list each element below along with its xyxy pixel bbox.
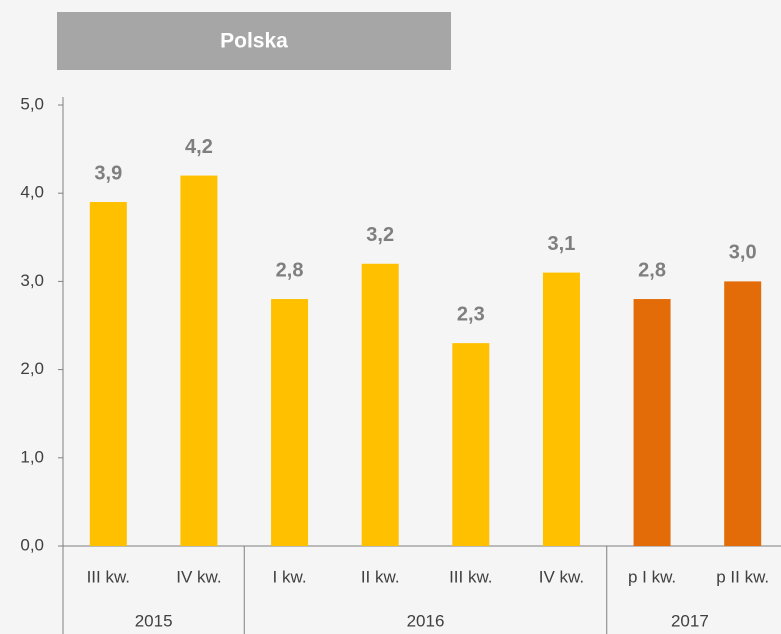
value-label: 2,8 [276,259,304,281]
value-label: 4,2 [185,136,213,158]
x-tick-label: I kw. [273,567,307,586]
value-label: 2,8 [638,259,666,281]
y-tick-label: 3,0 [20,271,44,290]
bar [452,343,489,546]
y-tick-label: 5,0 [20,94,44,113]
x-tick-label: III kw. [449,567,492,586]
chart: Polska 0,0 1,0 2,0 3,0 4,0 5,0 III kw. 3,9 IV kw… [0,0,781,634]
bar [362,264,399,546]
x-tick-label: IV kw. [539,567,584,586]
group-label: 2016 [407,611,445,630]
group-label: 2017 [671,611,709,630]
x-tick-label: IV kw. [176,567,221,586]
y-tick-label: 1,0 [20,447,44,466]
x-tick-label: III kw. [87,567,130,586]
x-tick-label: p I kw. [628,567,676,586]
bar [543,273,580,546]
bar [271,299,308,546]
value-label: 3,1 [548,233,576,255]
value-label: 3,0 [729,242,757,264]
value-label: 3,2 [366,224,394,246]
value-label: 2,3 [457,303,485,325]
x-tick-label: II kw. [361,567,400,586]
value-label: 3,9 [94,162,122,184]
bar [90,202,127,546]
y-tick-label: 2,0 [20,359,44,378]
y-tick-label: 4,0 [20,183,44,202]
bar [634,299,671,546]
y-tick-label: 0,0 [20,535,44,554]
bar [724,281,761,546]
bar [180,176,217,546]
x-tick-label: p II kw. [716,567,769,586]
chart-title: Polska [220,30,288,53]
group-label: 2015 [135,611,173,630]
